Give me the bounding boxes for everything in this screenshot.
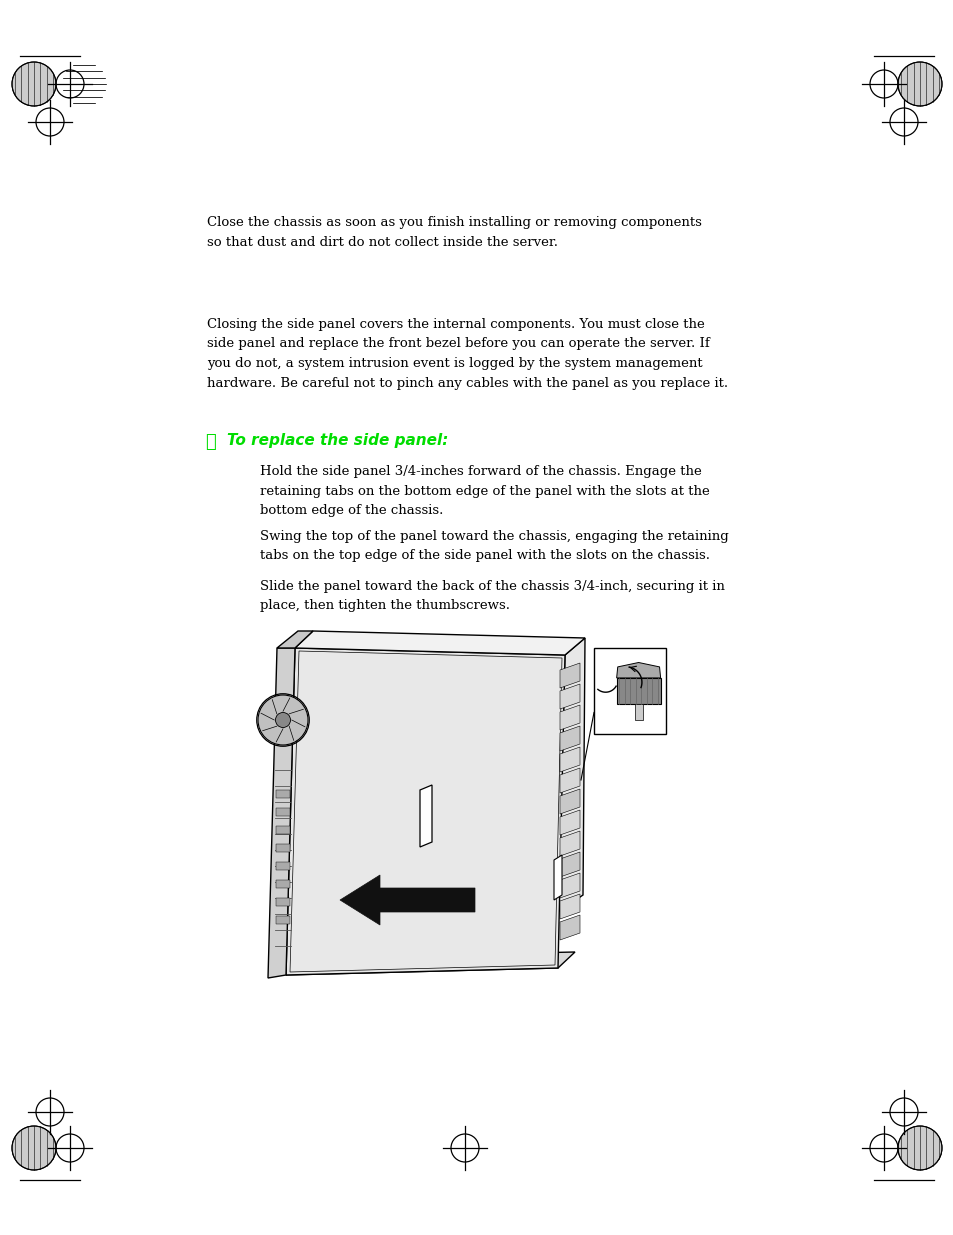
Polygon shape	[559, 915, 579, 940]
Polygon shape	[559, 789, 579, 814]
Text: Swing the top of the panel toward the chassis, engaging the retaining
tabs on th: Swing the top of the panel toward the ch…	[260, 530, 728, 562]
Bar	[275, 898, 290, 906]
Polygon shape	[276, 631, 313, 648]
Polygon shape	[554, 855, 561, 900]
Circle shape	[12, 1126, 56, 1170]
Polygon shape	[558, 638, 584, 911]
Polygon shape	[294, 631, 584, 655]
Circle shape	[257, 695, 308, 745]
Polygon shape	[559, 894, 579, 919]
Bar	[275, 808, 290, 816]
Polygon shape	[559, 768, 579, 793]
Circle shape	[897, 62, 941, 106]
Polygon shape	[559, 873, 579, 898]
Polygon shape	[286, 648, 564, 974]
Text: Close the chassis as soon as you finish installing or removing components
so tha: Close the chassis as soon as you finish …	[207, 216, 701, 248]
Polygon shape	[616, 662, 659, 678]
Polygon shape	[559, 852, 579, 877]
Bar	[616, 678, 659, 704]
Polygon shape	[559, 663, 579, 688]
Bar	[275, 844, 290, 852]
Text: ⮞: ⮞	[205, 433, 215, 451]
Polygon shape	[419, 785, 432, 847]
Polygon shape	[559, 705, 579, 730]
Bar	[275, 881, 290, 888]
Polygon shape	[634, 704, 642, 720]
Polygon shape	[268, 648, 294, 978]
Bar	[275, 862, 290, 869]
Polygon shape	[559, 810, 579, 835]
Polygon shape	[286, 952, 575, 974]
Polygon shape	[559, 747, 579, 772]
Circle shape	[275, 713, 291, 727]
Bar	[594, 648, 665, 734]
Text: Hold the side panel 3/4-inches forward of the chassis. Engage the
retaining tabs: Hold the side panel 3/4-inches forward o…	[260, 466, 709, 517]
Text: Slide the panel toward the back of the chassis 3/4-inch, securing it in
place, t: Slide the panel toward the back of the c…	[260, 580, 724, 613]
Polygon shape	[559, 831, 579, 856]
Polygon shape	[339, 876, 475, 925]
Text: To replace the side panel:: To replace the side panel:	[227, 433, 448, 448]
Polygon shape	[559, 726, 579, 751]
Bar	[275, 790, 290, 798]
Polygon shape	[559, 684, 579, 709]
Circle shape	[12, 62, 56, 106]
Text: Closing the side panel covers the internal components. You must close the
side p: Closing the side panel covers the intern…	[207, 317, 727, 389]
Circle shape	[897, 1126, 941, 1170]
Bar	[275, 916, 290, 924]
Bar	[275, 826, 290, 834]
